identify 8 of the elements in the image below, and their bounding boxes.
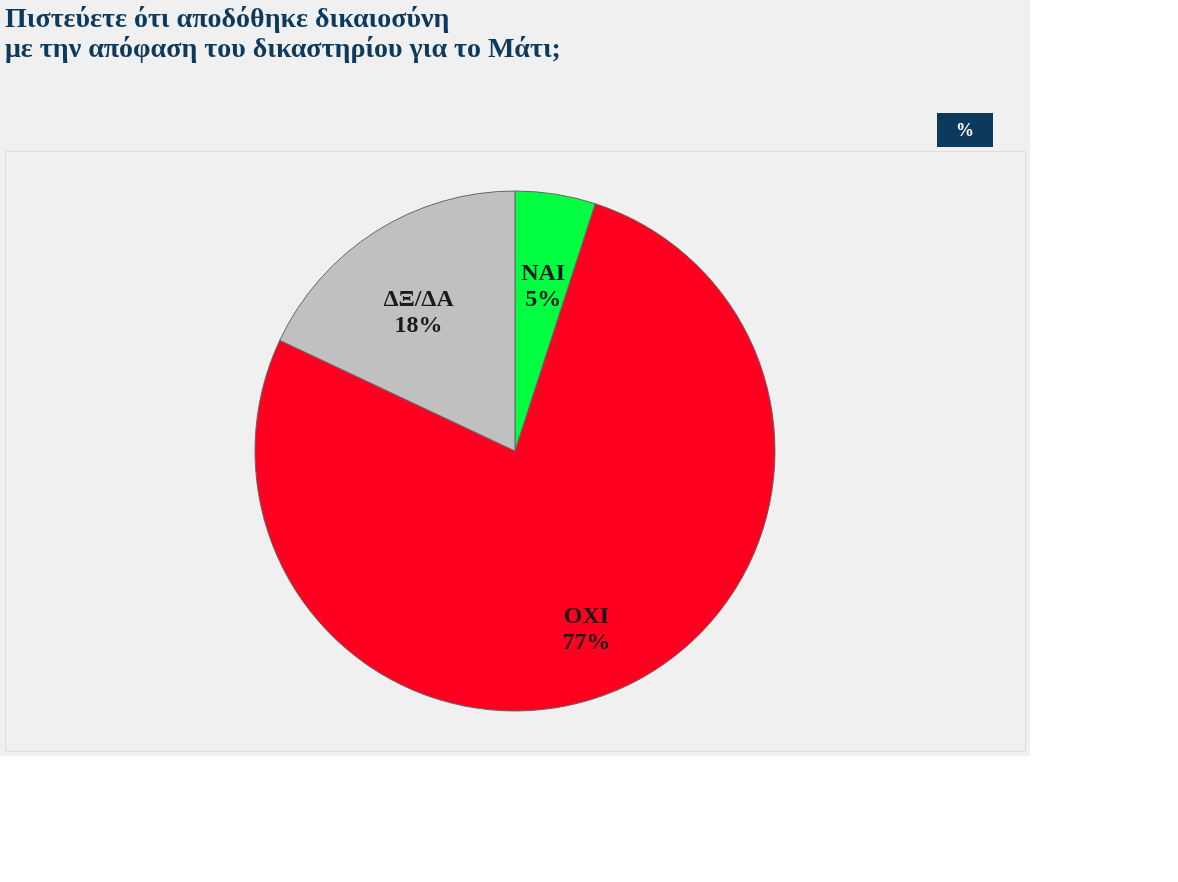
chart-title: Πιστεύετε ότι αποδόθηκε δικαιοσύνη με την απόφαση του δικαστηρίου για το Μάτι;	[5, 2, 561, 63]
slice-label: ΟΧΙ	[563, 602, 610, 629]
slice-label: ΔΞ/ΔΑ	[383, 285, 455, 312]
slice-label: ΝΑΙ	[521, 259, 566, 286]
data-label: 18%	[394, 311, 443, 338]
data-label: 5%	[525, 285, 562, 312]
text: %	[956, 120, 974, 140]
data-label: 77%	[562, 628, 611, 655]
